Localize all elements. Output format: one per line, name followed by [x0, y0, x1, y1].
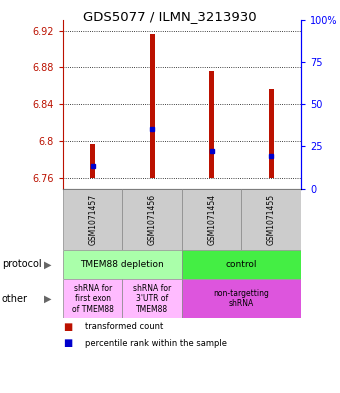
Bar	[182, 279, 301, 318]
Bar	[63, 279, 122, 318]
Bar	[241, 189, 301, 250]
Bar	[209, 71, 214, 178]
Text: ▶: ▶	[44, 259, 52, 269]
Bar	[150, 34, 154, 178]
Text: non-targetting
shRNA: non-targetting shRNA	[214, 289, 269, 309]
Text: control: control	[226, 260, 257, 269]
Text: shRNA for
first exon
of TMEM88: shRNA for first exon of TMEM88	[72, 284, 114, 314]
Text: TMEM88 depletion: TMEM88 depletion	[81, 260, 164, 269]
Bar	[90, 143, 95, 178]
Text: ■: ■	[63, 322, 72, 332]
Text: GSM1071455: GSM1071455	[267, 193, 276, 245]
Bar	[63, 189, 122, 250]
Text: other: other	[2, 294, 28, 304]
Text: GDS5077 / ILMN_3213930: GDS5077 / ILMN_3213930	[83, 10, 257, 23]
Bar	[63, 250, 182, 279]
Bar	[182, 250, 301, 279]
Text: GSM1071454: GSM1071454	[207, 193, 216, 245]
Bar	[182, 189, 241, 250]
Text: ▶: ▶	[44, 294, 52, 304]
Bar	[122, 279, 182, 318]
Text: percentile rank within the sample: percentile rank within the sample	[85, 339, 227, 348]
Bar	[269, 90, 273, 178]
Text: ■: ■	[63, 338, 72, 348]
Bar	[122, 189, 182, 250]
Text: shRNA for
3'UTR of
TMEM88: shRNA for 3'UTR of TMEM88	[133, 284, 171, 314]
Text: GSM1071456: GSM1071456	[148, 193, 157, 245]
Text: GSM1071457: GSM1071457	[88, 193, 97, 245]
Text: transformed count: transformed count	[85, 322, 163, 331]
Text: protocol: protocol	[2, 259, 41, 269]
